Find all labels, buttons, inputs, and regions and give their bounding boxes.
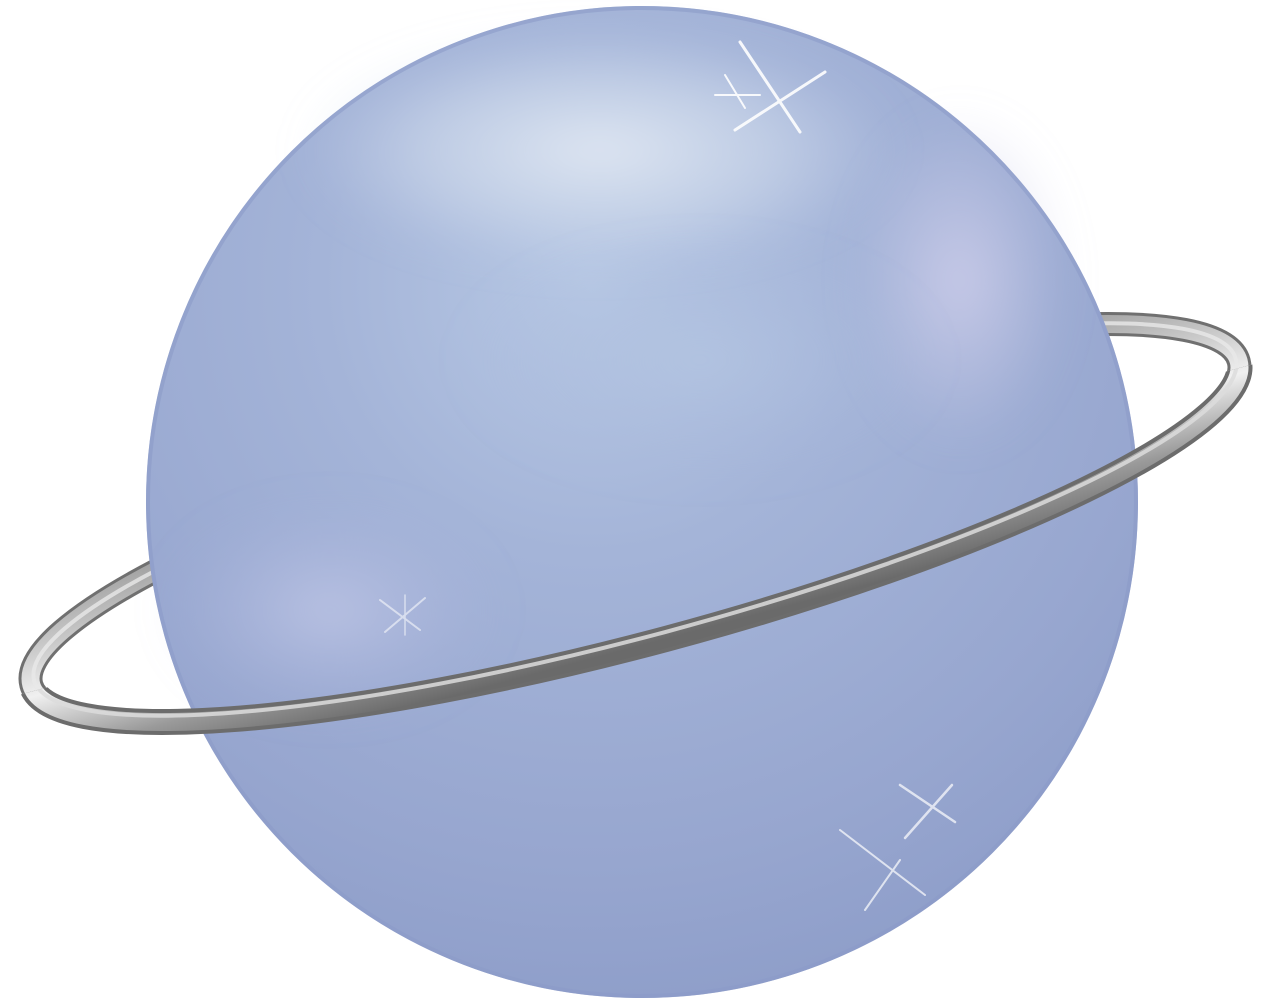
sparkle-icon [839, 783, 957, 911]
planet-sphere [146, 6, 1138, 998]
sparkle-icon [379, 594, 426, 636]
sparkle-icon [714, 40, 827, 134]
